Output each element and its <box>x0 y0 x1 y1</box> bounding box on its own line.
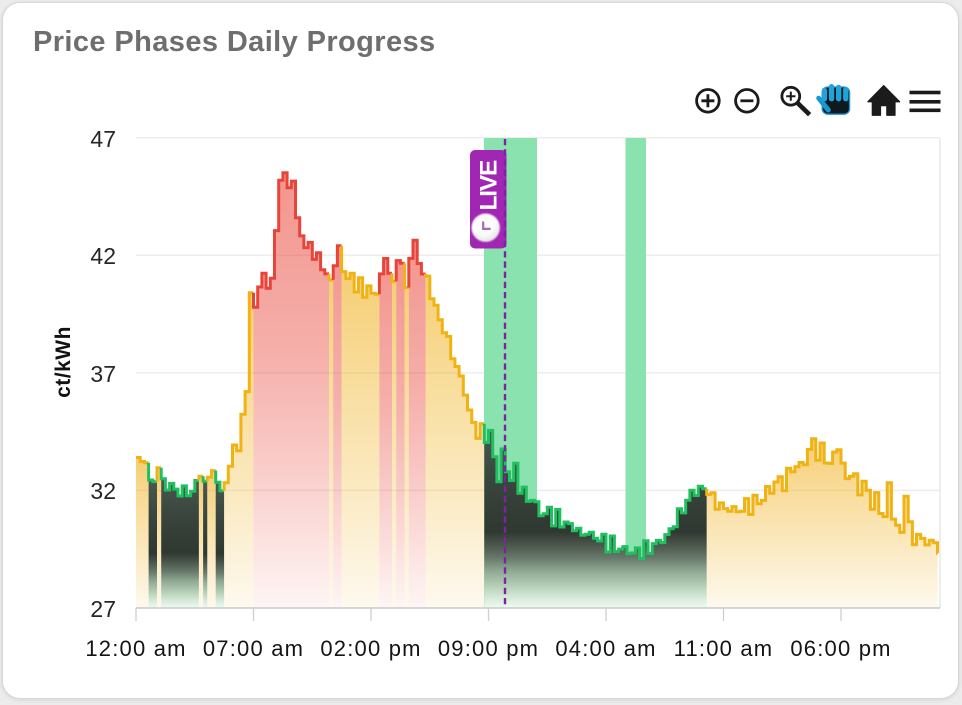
svg-text:LIVE: LIVE <box>476 160 503 211</box>
